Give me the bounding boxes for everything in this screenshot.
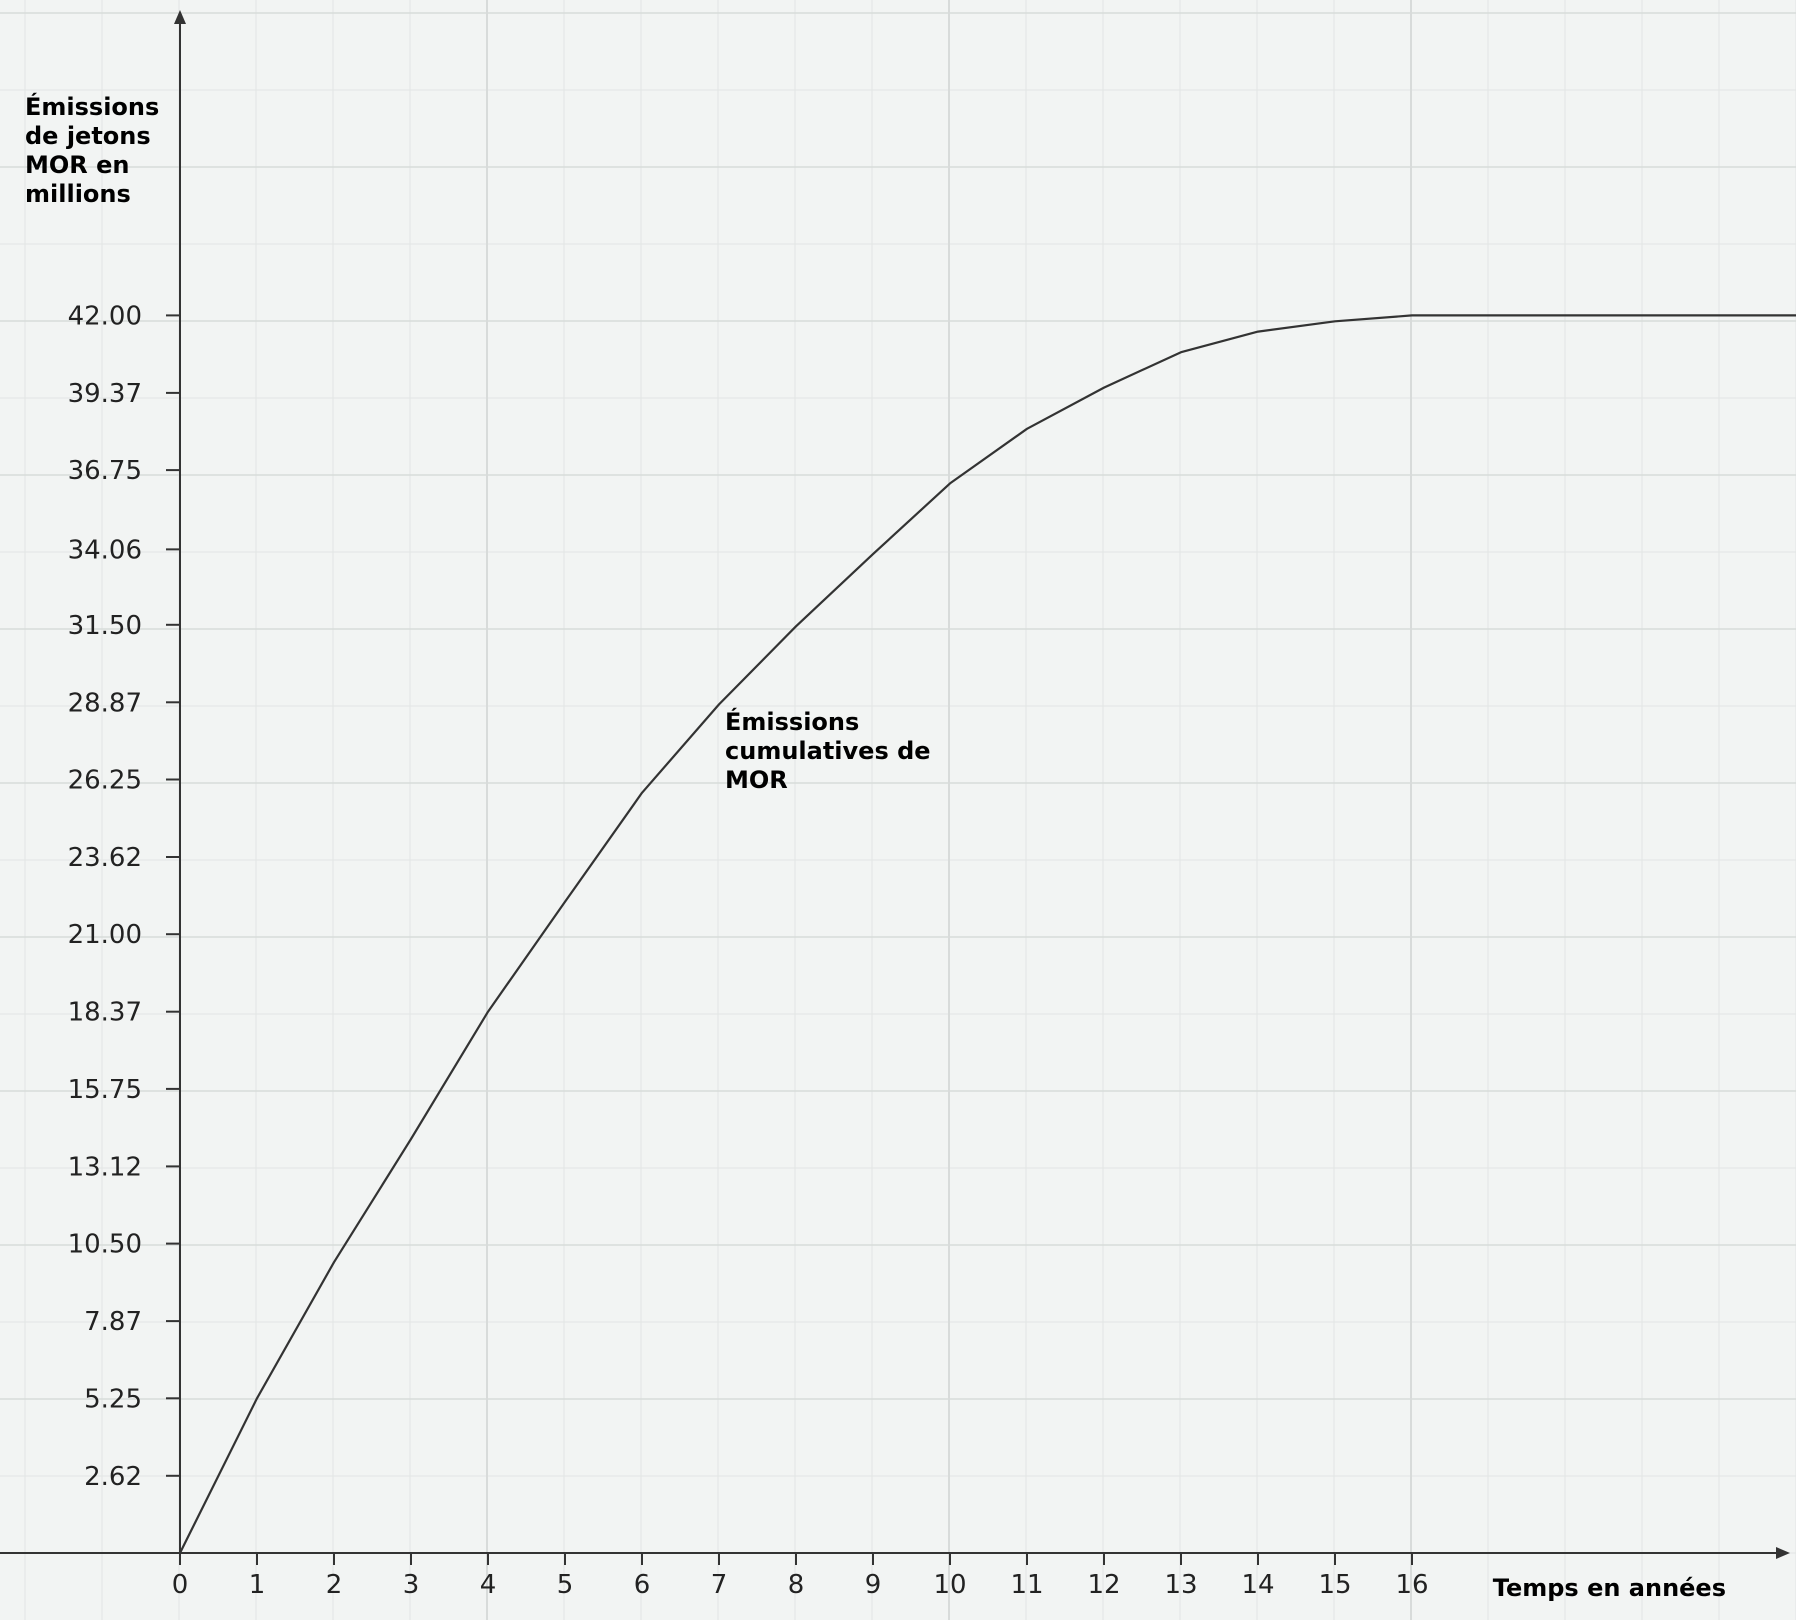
y-axis-title-line: MOR en: [25, 151, 129, 179]
y-tick-label: 23.62: [68, 843, 142, 873]
y-tick-label: 2.62: [84, 1462, 142, 1492]
y-axis-title-line: Émissions: [25, 92, 159, 121]
x-tick-label: 8: [788, 1570, 805, 1600]
y-tick-label: 10.50: [68, 1230, 142, 1260]
y-tick-label: 5.25: [84, 1384, 142, 1414]
x-tick-label: 3: [403, 1570, 420, 1600]
x-tick-label: 16: [1395, 1570, 1428, 1600]
x-tick-label: 13: [1164, 1570, 1197, 1600]
series-line: [179, 314, 1796, 1554]
x-tick-label: 4: [480, 1570, 497, 1600]
axes: [0, 10, 1790, 1559]
x-tick-label: 6: [634, 1570, 651, 1600]
y-tick-label: 34.06: [68, 535, 142, 565]
x-tick-label: 7: [711, 1570, 728, 1600]
y-tick-label: 28.87: [68, 688, 142, 718]
x-tick-label: 15: [1318, 1570, 1351, 1600]
series-annotation-line: Émissions: [725, 707, 859, 736]
x-axis-title: Temps en années: [1493, 1574, 1726, 1602]
x-tick-label: 14: [1241, 1570, 1274, 1600]
y-axis-title-line: millions: [25, 180, 131, 208]
x-tick-label: 12: [1087, 1570, 1120, 1600]
y-tick-label: 13.12: [68, 1152, 142, 1182]
y-tick-label: 39.37: [68, 379, 142, 409]
x-tick-label: 9: [865, 1570, 882, 1600]
x-tick-label: 11: [1010, 1570, 1043, 1600]
y-tick-label: 7.87: [84, 1307, 142, 1337]
y-tick-label: 18.37: [68, 998, 142, 1028]
y-axis-title: Émissions de jetons MOR en millions: [25, 92, 159, 208]
series-annotation-line: MOR: [725, 766, 788, 794]
x-tick-label: 10: [933, 1570, 966, 1600]
y-axis-arrow: [174, 10, 186, 24]
y-tick-label: 15.75: [68, 1075, 142, 1105]
y-tick-label: 21.00: [68, 920, 142, 950]
series-annotation-line: cumulatives de: [725, 737, 931, 765]
x-tick-label: 5: [557, 1570, 574, 1600]
x-tick-label: 2: [326, 1570, 343, 1600]
ticks: 0 1 2 3 4 5 6 7 8 9 10 11 12 13 14 15 162.625.257.8710.5…: [68, 301, 1429, 1600]
x-tick-label: 1: [249, 1570, 266, 1600]
y-tick-label: 42.00: [68, 301, 142, 331]
y-tick-label: 31.50: [68, 611, 142, 641]
x-axis-arrow: [1776, 1547, 1790, 1559]
series-annotation: Émissions cumulatives de MOR: [725, 707, 931, 794]
x-tick-label: 0: [172, 1570, 189, 1600]
series: [179, 314, 1796, 1554]
y-tick-label: 26.25: [68, 765, 142, 795]
y-tick-label: 36.75: [68, 456, 142, 486]
y-axis-title-line: de jetons: [25, 122, 151, 150]
